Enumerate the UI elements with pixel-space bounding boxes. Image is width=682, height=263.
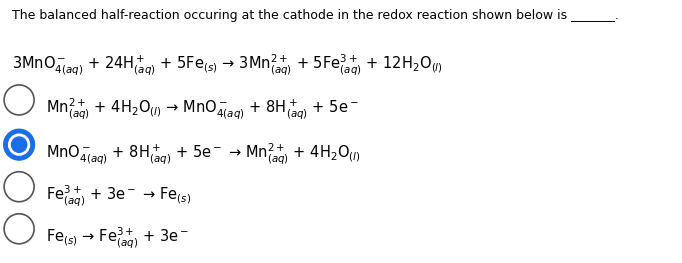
Text: Fe$_{(s)}$ → Fe$^{3+}_{(aq)}$ + 3e$^-$: Fe$_{(s)}$ → Fe$^{3+}_{(aq)}$ + 3e$^-$ [46, 226, 190, 251]
Text: Mn$^{2+}_{(aq)}$ + 4H$_2$O$_{(l)}$ → MnO$^-_{4(aq)}$ + 8H$^+_{(aq)}$ + 5e$^-$: Mn$^{2+}_{(aq)}$ + 4H$_2$O$_{(l)}$ → MnO… [46, 97, 359, 122]
Ellipse shape [4, 130, 34, 160]
Text: 3MnO$^-_{4(aq)}$ + 24H$^+_{(aq)}$ + 5Fe$_{(s)}$ → 3Mn$^{2+}_{(aq)}$ + 5Fe$^{3+}_: 3MnO$^-_{4(aq)}$ + 24H$^+_{(aq)}$ + 5Fe$… [12, 53, 443, 78]
Text: The balanced half-reaction occuring at the cathode in the redox reaction shown b: The balanced half-reaction occuring at t… [12, 9, 619, 22]
Text: Fe$^{3+}_{(aq)}$ + 3e$^-$ → Fe$_{(s)}$: Fe$^{3+}_{(aq)}$ + 3e$^-$ → Fe$_{(s)}$ [46, 184, 192, 209]
Text: MnO$^-_{4(aq)}$ + 8H$^+_{(aq)}$ + 5e$^-$ → Mn$^{2+}_{(aq)}$ + 4H$_2$O$_{(l)}$: MnO$^-_{4(aq)}$ + 8H$^+_{(aq)}$ + 5e$^-$… [46, 142, 361, 167]
